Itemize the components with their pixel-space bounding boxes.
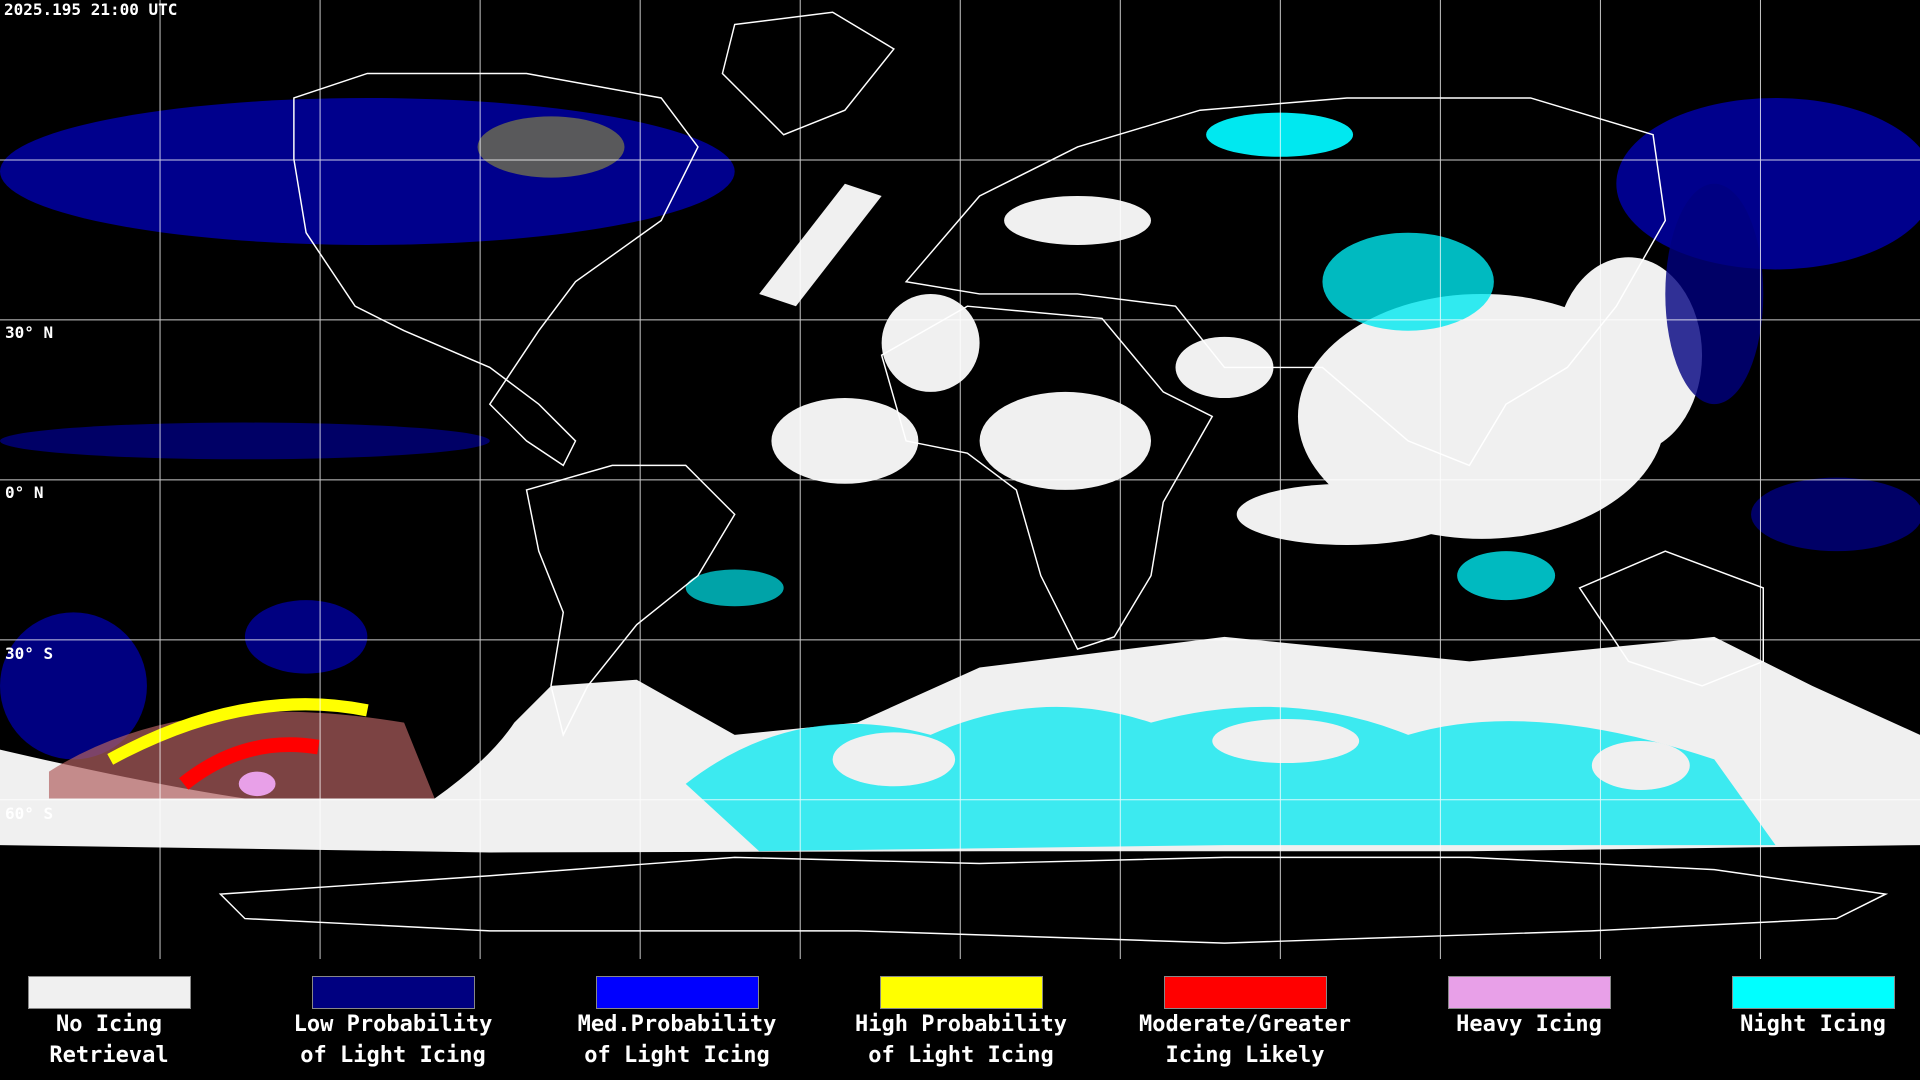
latitude-label: 0° N — [5, 483, 44, 502]
map — [0, 0, 1920, 959]
coastlines — [218, 11, 1889, 944]
legend-label: Low Probability — [293, 1012, 493, 1037]
legend-item: No Icing Retrieval — [0, 976, 239, 1071]
legend-swatch — [1447, 976, 1611, 1009]
legend-swatch — [27, 976, 191, 1009]
legend-item: Med.Probability of Light Icing — [547, 976, 807, 1071]
legend-label: of Light Icing — [300, 1043, 486, 1068]
legend-label: of Light Icing — [868, 1043, 1054, 1068]
legend-item: Heavy Icing — [1399, 976, 1659, 1040]
legend-swatch — [595, 976, 759, 1009]
legend-label: Night Icing — [1740, 1012, 1886, 1037]
latitude-label: 30° N — [5, 323, 54, 342]
legend-label: No Icing — [56, 1012, 162, 1037]
legend-swatch — [1163, 976, 1327, 1009]
legend-swatch — [879, 976, 1043, 1009]
legend-label: Icing Likely — [1165, 1043, 1325, 1068]
legend-item: Night Icing — [1683, 976, 1920, 1040]
graticule — [0, 0, 1920, 959]
legend-item: High Probability of Light Icing — [831, 976, 1091, 1071]
legend: No Icing Retrieval Low Probability of Light… — [0, 960, 1920, 1080]
legend-swatch — [311, 976, 475, 1009]
legend-item: Moderate/Greater Icing Likely — [1115, 976, 1375, 1071]
legend-label: Heavy Icing — [1456, 1012, 1602, 1037]
latitude-label: 60° S — [5, 804, 54, 823]
legend-label: Retrieval — [49, 1043, 169, 1068]
legend-swatch — [1731, 976, 1895, 1009]
legend-item: Low Probability of Light Icing — [263, 976, 523, 1071]
legend-label: of Light Icing — [584, 1043, 770, 1068]
latitude-label: 30° S — [5, 644, 54, 663]
legend-label: Moderate/Greater — [1139, 1012, 1351, 1037]
timestamp: 2025.195 21:00 UTC — [4, 0, 178, 19]
legend-label: Med.Probability — [577, 1012, 777, 1037]
legend-label: High Probability — [855, 1012, 1067, 1037]
